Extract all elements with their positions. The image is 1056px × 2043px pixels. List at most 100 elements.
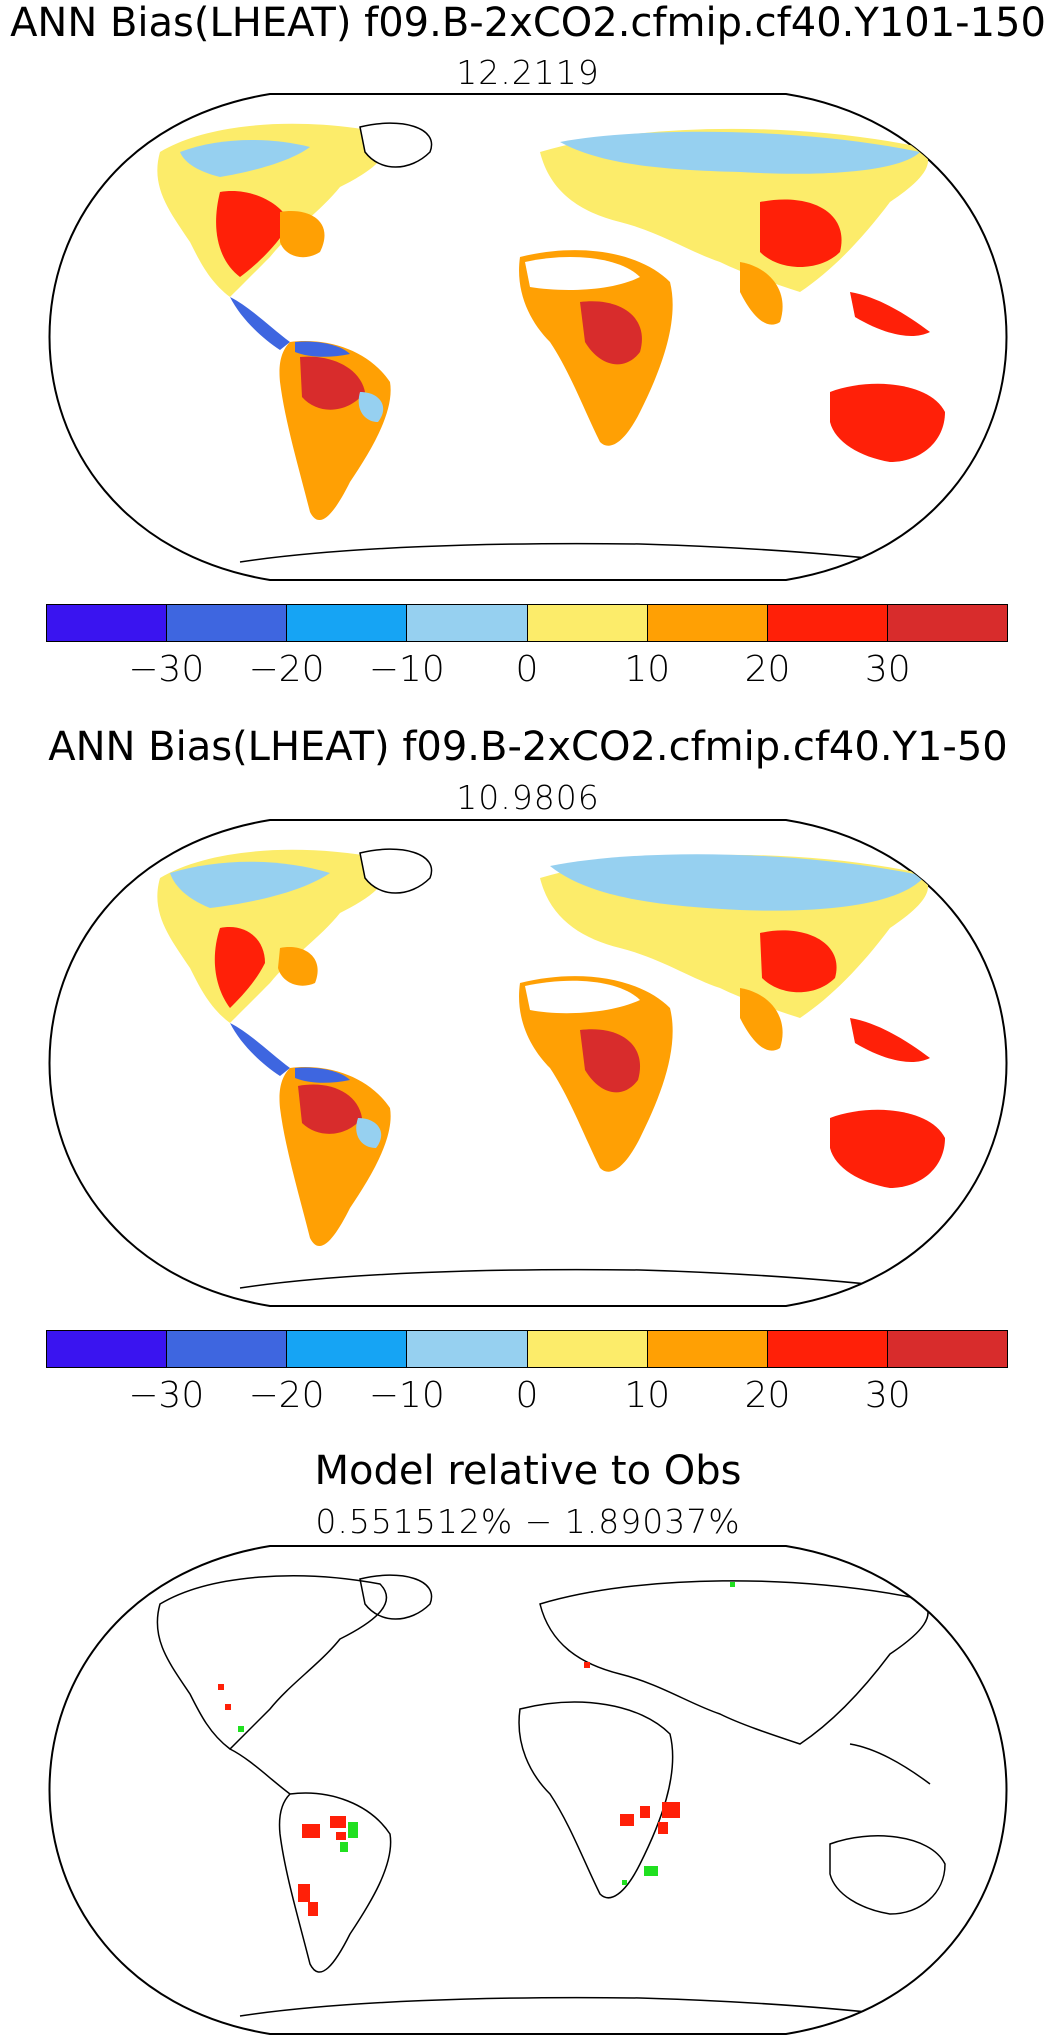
colorbar-tick: 30: [864, 1375, 911, 1416]
coast-greenland: [359, 1574, 433, 1620]
land-north-america-arctic: [180, 140, 310, 177]
land-sahara: [525, 980, 640, 1014]
land-greenland: [359, 848, 433, 894]
coast-maritime-asia: [849, 1743, 931, 1785]
marker-green: [622, 1880, 627, 1885]
land-east-asia: [760, 199, 842, 267]
colorbar-seg: [527, 1331, 648, 1367]
marker-green: [348, 1822, 358, 1838]
land-east-asia: [760, 930, 837, 993]
land-antarctica: [239, 542, 921, 565]
land-south-america-amazon: [300, 356, 365, 410]
land-north-america-east: [280, 211, 325, 258]
colorbar-tick: −10: [368, 649, 445, 690]
colorbar-seg: [407, 605, 528, 641]
land-central-america: [230, 1023, 290, 1076]
land-central-africa: [580, 301, 642, 365]
marker-red: [330, 1816, 346, 1828]
land-maritime-asia: [850, 1018, 930, 1063]
colorbar-tick: 20: [744, 1375, 791, 1416]
colorbar-tick: 0: [515, 1375, 539, 1416]
colorbar-seg: [167, 1331, 288, 1367]
marker-red: [584, 1662, 590, 1668]
colorbar-seg: [887, 1331, 1007, 1367]
coast-africa: [518, 1701, 674, 1899]
land-australia: [830, 1109, 945, 1188]
land-north-america-east: [278, 947, 318, 986]
marker-red: [308, 1902, 318, 1916]
land-north-america-arctic: [170, 861, 330, 908]
land-sahara: [525, 257, 640, 290]
map-panel-3: [48, 1545, 1008, 2035]
colorbar-tick: 10: [624, 649, 671, 690]
land-south-asia: [740, 262, 783, 325]
panel-3-subtitle: 0.551512% − 1.89037%: [315, 1502, 741, 1541]
coast-north-america: [156, 1575, 388, 1750]
marker-red: [662, 1802, 680, 1818]
panel-2-title: ANN Bias(LHEAT) f09.B-2xCO2.cfmip.cf40.Y…: [48, 724, 1008, 770]
coast-antarctica: [239, 1996, 921, 2019]
colorbar-seg: [647, 1331, 768, 1367]
map-panel-1: [48, 93, 1008, 581]
land-central-america: [230, 297, 290, 350]
land-south-asia: [740, 988, 783, 1051]
colorbar-seg: [287, 1331, 408, 1367]
colorbar-seg: [167, 605, 288, 641]
map-outline: [48, 1545, 1008, 2035]
marker-red: [225, 1704, 231, 1710]
coast-south-america: [278, 1792, 392, 1973]
colorbar-tick: 10: [624, 1375, 671, 1416]
land-maritime-asia: [850, 292, 930, 337]
colorbar-seg: [767, 605, 888, 641]
marker-red: [302, 1824, 320, 1838]
map-panel-2: [48, 819, 1008, 1307]
marker-red: [298, 1884, 310, 1902]
panel-2-subtitle: 10.9806: [456, 778, 600, 817]
land-central-africa: [580, 1029, 641, 1093]
marker-red: [620, 1814, 634, 1826]
land-antarctica: [239, 1268, 921, 1291]
colorbar-seg: [407, 1331, 528, 1367]
colorbar-tick: −10: [368, 1375, 445, 1416]
panel-1-title: ANN Bias(LHEAT) f09.B-2xCO2.cfmip.cf40.Y…: [10, 0, 1046, 46]
colorbar-seg: [767, 1331, 888, 1367]
marker-red: [658, 1822, 668, 1834]
marker-green: [644, 1866, 658, 1876]
land-shading: [157, 848, 945, 1291]
land-north-america-core: [214, 927, 265, 1008]
coast-australia: [829, 1835, 946, 1915]
colorbar-ticks-panel-1: −30 −20 −10 0 10 20 30: [46, 650, 1008, 690]
land-south-america-north: [295, 341, 350, 357]
colorbar-seg: [47, 605, 168, 641]
colorbar-panel-2: [46, 1330, 1008, 1368]
marker-red: [640, 1806, 650, 1818]
land-eurasia-north: [550, 854, 925, 911]
colorbar-panel-1: [46, 604, 1008, 642]
marker-green: [340, 1842, 348, 1852]
colorbar-tick: 20: [744, 649, 791, 690]
land-greenland: [359, 122, 433, 168]
land-south-america-east: [356, 1118, 382, 1148]
colorbar-seg: [887, 605, 1007, 641]
colorbar-seg: [647, 605, 768, 641]
colorbar-tick: 30: [864, 649, 911, 690]
colorbar-seg: [47, 1331, 168, 1367]
land-eurasia-north: [560, 131, 920, 174]
land-south-america-amazon: [298, 1084, 362, 1134]
coast-central-america: [229, 1748, 291, 1795]
marker-red: [336, 1832, 346, 1840]
colorbar-tick: −30: [128, 649, 205, 690]
land-south-america-east: [358, 392, 384, 422]
colorbar-tick: 0: [515, 649, 539, 690]
land-north-america-core: [216, 191, 290, 277]
coast-eurasia: [539, 1580, 929, 1745]
colorbar-tick: −30: [128, 1375, 205, 1416]
land-australia: [830, 383, 945, 462]
panel-1-subtitle: 12.2119: [456, 53, 600, 92]
colorbar-seg: [287, 605, 408, 641]
colorbar-ticks-panel-2: −30 −20 −10 0 10 20 30: [46, 1376, 1008, 1416]
panel-3-title: Model relative to Obs: [314, 1448, 742, 1494]
land-south-america-north: [295, 1067, 350, 1083]
marker-green: [238, 1726, 244, 1732]
colorbar-seg: [527, 605, 648, 641]
